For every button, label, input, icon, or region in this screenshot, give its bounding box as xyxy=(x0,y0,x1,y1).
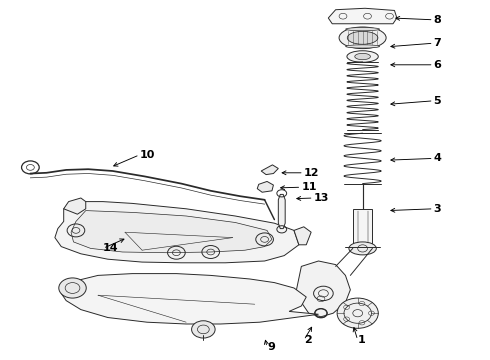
Ellipse shape xyxy=(345,27,380,31)
Text: 11: 11 xyxy=(301,182,317,192)
Polygon shape xyxy=(61,274,318,324)
Ellipse shape xyxy=(339,27,386,49)
Polygon shape xyxy=(261,165,278,175)
Polygon shape xyxy=(353,209,372,248)
Text: 7: 7 xyxy=(434,38,441,48)
Ellipse shape xyxy=(347,31,378,44)
Circle shape xyxy=(192,321,215,338)
Ellipse shape xyxy=(355,53,370,60)
Text: 13: 13 xyxy=(314,193,329,203)
Polygon shape xyxy=(328,8,397,24)
Text: 2: 2 xyxy=(304,335,312,345)
Circle shape xyxy=(59,278,86,298)
Polygon shape xyxy=(71,211,272,253)
Text: 1: 1 xyxy=(358,335,366,345)
Polygon shape xyxy=(294,227,311,245)
Polygon shape xyxy=(296,261,350,317)
Polygon shape xyxy=(278,194,285,229)
Text: 9: 9 xyxy=(267,342,275,352)
Polygon shape xyxy=(55,202,299,263)
Ellipse shape xyxy=(347,51,378,62)
Text: 4: 4 xyxy=(434,153,441,163)
Text: 10: 10 xyxy=(140,150,155,160)
Text: 8: 8 xyxy=(434,15,441,25)
Circle shape xyxy=(337,298,378,328)
Ellipse shape xyxy=(345,45,380,48)
Ellipse shape xyxy=(349,242,376,255)
Text: 3: 3 xyxy=(434,204,441,214)
Text: 14: 14 xyxy=(103,243,119,253)
Text: 6: 6 xyxy=(434,60,441,70)
Text: 12: 12 xyxy=(304,168,319,178)
Polygon shape xyxy=(64,198,86,214)
Polygon shape xyxy=(257,181,273,192)
Text: 5: 5 xyxy=(434,96,441,106)
